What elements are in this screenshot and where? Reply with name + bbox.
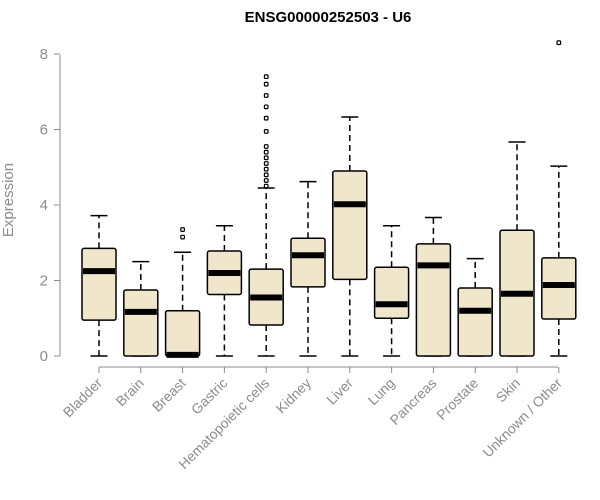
y-ticks: 0 2 4 6 8 <box>40 46 60 365</box>
box-10 <box>457 257 493 357</box>
x-tick-label: Prostate <box>433 375 481 423</box>
box-iqr <box>457 287 493 357</box>
box-11 <box>499 141 535 357</box>
box-4 <box>206 225 243 357</box>
outlier-point <box>263 155 269 161</box>
box-1 <box>81 214 117 357</box>
outlier-point <box>263 183 269 189</box>
outlier-point <box>263 74 269 80</box>
outlier-point <box>180 227 186 232</box>
y-tick-label: 8 <box>40 46 48 63</box>
y-tick-label: 0 <box>40 348 48 365</box>
box-iqr <box>81 247 117 321</box>
outlier-point <box>263 93 269 98</box>
x-tick-label: Skin <box>493 375 524 406</box>
outlier-point <box>180 234 186 240</box>
box-9 <box>415 216 452 357</box>
box-iqr <box>164 309 201 357</box>
box-iqr <box>332 170 368 281</box>
box-2 <box>123 260 159 357</box>
y-tick-label: 6 <box>40 122 48 139</box>
y-axis-label: Expression <box>0 163 17 237</box>
x-tick-label: Breast <box>149 375 189 415</box>
outlier-point <box>263 115 269 121</box>
box-iqr <box>290 237 326 288</box>
box-iqr <box>123 289 159 357</box>
box-12 <box>541 40 577 357</box>
outlier-point <box>263 161 269 166</box>
x-tick-label: Unknown / Other <box>479 375 565 461</box>
outlier-point <box>263 166 269 172</box>
box-8 <box>373 225 410 357</box>
box-5 <box>248 74 284 357</box>
box-7 <box>332 116 368 357</box>
outlier-point <box>263 144 269 149</box>
y-tick-label: 4 <box>40 197 48 214</box>
box-3 <box>164 227 201 358</box>
outlier-point <box>263 104 269 110</box>
outlier-point <box>556 40 562 46</box>
x-tick-label: Bladder <box>60 375 106 421</box>
box-iqr <box>415 243 452 357</box>
boxes-group <box>81 40 577 358</box>
box-iqr <box>541 257 577 320</box>
x-tick-label: Brain <box>112 375 146 409</box>
box-iqr <box>373 266 410 320</box>
x-tick-label: Kidney <box>273 375 315 417</box>
outlier-point <box>263 81 269 87</box>
y-tick-label: 2 <box>40 273 48 290</box>
outlier-point <box>263 172 269 178</box>
x-tick-label: Lung <box>364 375 397 408</box>
x-tick-label: Liver <box>323 375 356 408</box>
chart-title: ENSG00000252503 - U6 <box>245 9 412 26</box>
outlier-point <box>263 149 269 155</box>
outlier-point <box>263 128 269 134</box>
outlier-point <box>263 178 269 183</box>
box-6 <box>290 180 326 357</box>
